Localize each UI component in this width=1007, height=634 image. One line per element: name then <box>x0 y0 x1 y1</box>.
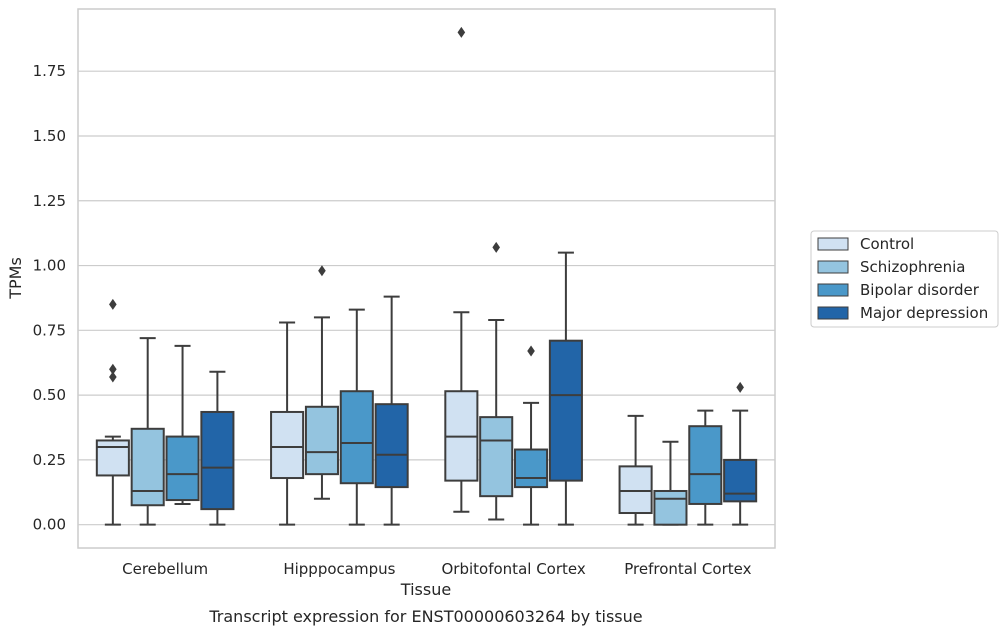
outlier-point <box>492 241 500 253</box>
outlier-point <box>457 26 466 38</box>
box-2-2 <box>514 345 549 526</box>
outlier-point <box>109 363 117 375</box>
legend-label: Major depression <box>860 304 988 322</box>
y-tick-label: 1.00 <box>33 257 66 275</box>
legend-swatch <box>817 283 849 297</box>
legend-swatch <box>817 306 849 320</box>
box-0-2 <box>444 26 479 513</box>
box-3-2 <box>548 251 583 526</box>
outlier-point <box>527 345 535 357</box>
outlier-point <box>736 381 744 393</box>
chart-caption: Transcript expression for ENST0000060326… <box>208 607 642 626</box>
box-1-1 <box>304 265 339 500</box>
iqr-box <box>618 465 653 515</box>
iqr-box <box>200 410 235 511</box>
x-tick-label: Hipppocampus <box>283 560 395 578</box>
x-tick-label: Orbitofontal Cortex <box>442 560 586 578</box>
legend-label: Control <box>860 235 914 253</box>
iqr-box <box>688 425 723 505</box>
iqr-box <box>304 405 339 476</box>
x-axis-label: Tissue <box>400 580 451 599</box>
legend-swatch <box>817 260 849 274</box>
box-plot-series <box>95 26 758 526</box>
box-1-0 <box>130 337 165 526</box>
x-axis-ticks: Cerebellum Hipppocampus Orbitofontal Corte… <box>122 560 751 578</box>
outlier-point <box>109 371 117 383</box>
y-axis-label: TPMs <box>6 257 25 300</box>
box-3-1 <box>374 295 409 526</box>
y-tick-label: 0.75 <box>33 321 66 339</box>
x-tick-label: Cerebellum <box>122 560 208 578</box>
y-tick-label: 1.75 <box>33 62 66 80</box>
y-tick-label: 1.50 <box>33 127 66 145</box>
plot-frame <box>77 8 776 549</box>
box-2-3 <box>688 409 723 526</box>
box-0-3 <box>618 414 653 526</box>
x-tick-label: Prefrontal Cortex <box>624 560 751 578</box>
iqr-box <box>339 390 374 485</box>
outlier-point <box>318 265 326 277</box>
y-tick-label: 0.25 <box>33 451 66 469</box>
iqr-box <box>514 448 549 489</box>
y-tick-label: 0.50 <box>33 386 66 404</box>
iqr-box <box>95 439 130 477</box>
box-0-1 <box>270 321 305 526</box>
iqr-box <box>165 435 200 502</box>
iqr-box <box>374 403 409 489</box>
box-2-1 <box>339 308 374 526</box>
box-0-0 <box>95 298 130 526</box>
iqr-box <box>723 458 758 503</box>
legend-swatch <box>817 237 849 251</box>
iqr-box <box>270 410 305 480</box>
iqr-box <box>548 339 583 482</box>
box-3-3 <box>723 381 758 526</box>
box-3-0 <box>200 370 235 526</box>
iqr-box <box>479 416 514 498</box>
iqr-box <box>653 489 688 526</box>
box-1-2 <box>479 241 514 521</box>
outlier-point <box>109 298 117 310</box>
iqr-box <box>130 427 165 507</box>
legend-label: Bipolar disorder <box>860 281 980 299</box>
y-tick-label: 1.25 <box>33 192 66 210</box>
legend-frame <box>810 230 999 328</box>
legend: Control Schizophrenia Bipolar disorder Majo… <box>810 230 999 328</box>
box-1-3 <box>653 440 688 526</box>
legend-label: Schizophrenia <box>860 258 965 276</box>
box-2-0 <box>165 344 200 505</box>
y-axis-ticks: 0.00 0.25 0.50 0.75 1.00 1.25 1.50 1.75 <box>33 62 66 533</box>
y-tick-label: 0.00 <box>33 516 66 534</box>
